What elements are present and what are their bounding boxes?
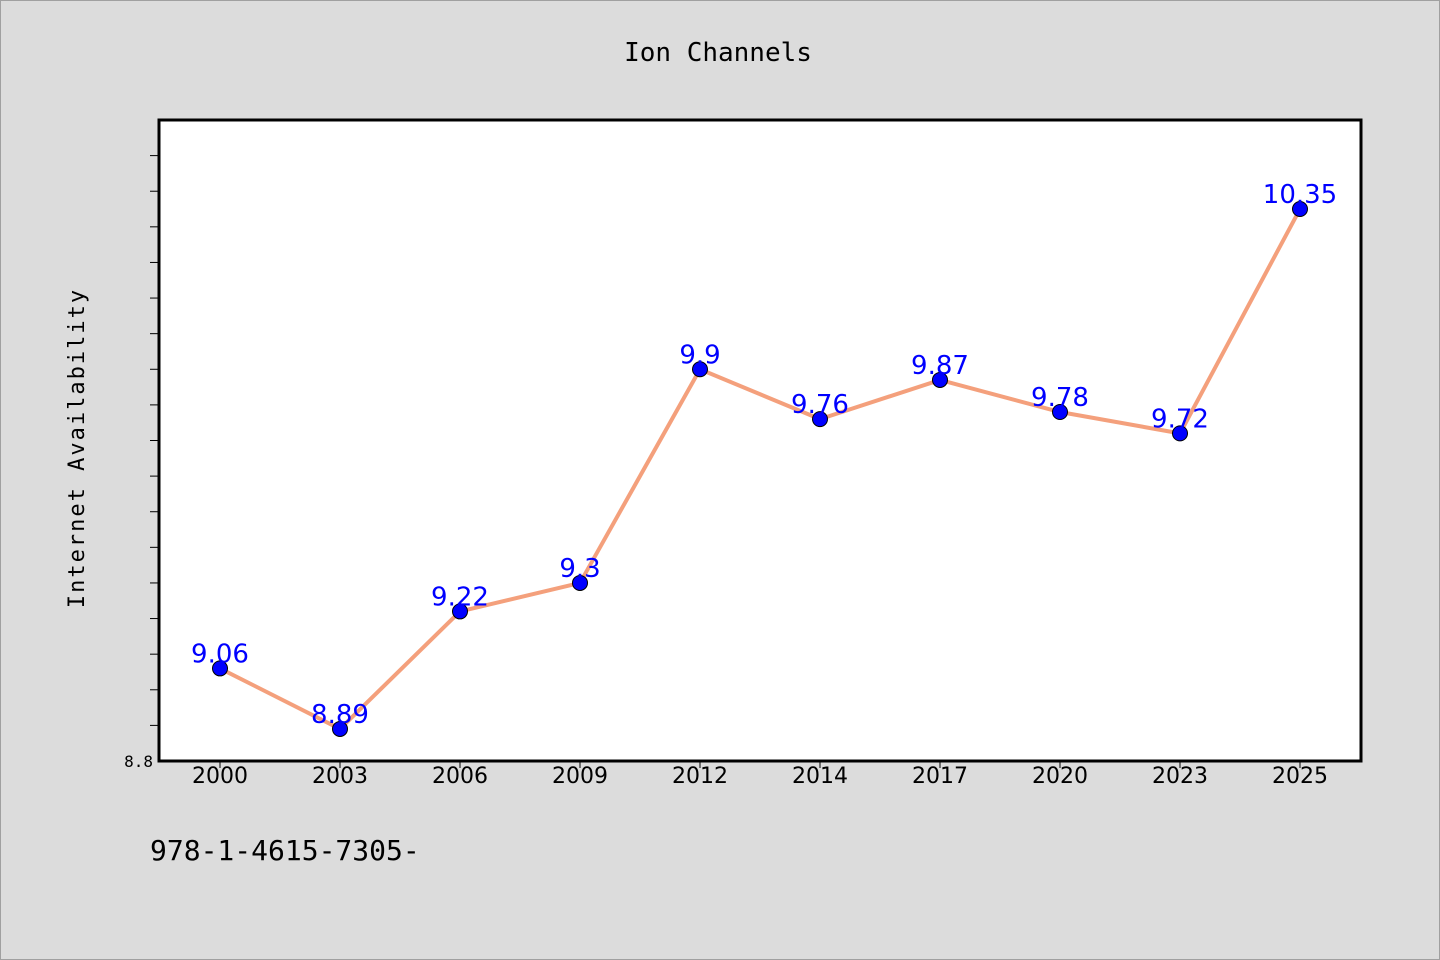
data-point bbox=[212, 660, 228, 677]
data-label: 9.22 bbox=[431, 582, 489, 612]
x-tick-label: 2006 bbox=[432, 764, 488, 789]
data-labels: 9.06 8.89 9.22 9.3 9.9 9.76 9.87 9.78 9.72 10.35 bbox=[191, 180, 1337, 730]
x-tick-label: 2020 bbox=[1032, 764, 1088, 789]
data-label: 9.3 bbox=[559, 554, 600, 584]
x-tick-label: 2025 bbox=[1272, 764, 1328, 789]
data-label: 9.76 bbox=[791, 390, 849, 420]
y-tick-label: 8.8 bbox=[124, 752, 153, 771]
data-point bbox=[1292, 201, 1308, 218]
data-label: 10.35 bbox=[1263, 180, 1337, 210]
x-tick-label: 2023 bbox=[1152, 764, 1208, 789]
x-axis-ticks: 2000 2003 2006 2009 2012 2014 2017 2020 2023 2025 bbox=[192, 761, 1328, 789]
series-line-group bbox=[219, 208, 1302, 731]
data-label: 9.06 bbox=[191, 639, 249, 669]
footer-text: 978-1-4615-7305- bbox=[150, 834, 420, 867]
data-point bbox=[332, 720, 348, 737]
chart-title: Ion Channels bbox=[624, 38, 812, 68]
data-label: 9.87 bbox=[911, 351, 969, 381]
data-point bbox=[812, 411, 828, 428]
data-label: 9.78 bbox=[1031, 383, 1089, 413]
x-tick-label: 2017 bbox=[912, 764, 968, 789]
data-label: 8.89 bbox=[311, 700, 369, 730]
y-axis-ticks: 8.8 bbox=[124, 155, 158, 771]
y-axis-label: Internet Availability bbox=[65, 288, 90, 608]
x-tick-label: 2014 bbox=[792, 764, 848, 789]
x-tick-label: 2000 bbox=[192, 764, 248, 789]
plot-area bbox=[157, 118, 1363, 763]
data-point bbox=[452, 603, 468, 620]
series-line bbox=[219, 208, 1302, 731]
data-point bbox=[572, 574, 588, 591]
x-tick-label: 2012 bbox=[672, 764, 728, 789]
series-markers bbox=[212, 201, 1308, 737]
data-point bbox=[1052, 404, 1068, 421]
data-point bbox=[932, 371, 948, 388]
data-label: 9.72 bbox=[1151, 404, 1209, 434]
x-tick-label: 2009 bbox=[552, 764, 608, 789]
data-point bbox=[1172, 425, 1188, 442]
data-label: 9.9 bbox=[679, 340, 720, 370]
data-point bbox=[692, 361, 708, 378]
x-tick-label: 2003 bbox=[312, 764, 368, 789]
